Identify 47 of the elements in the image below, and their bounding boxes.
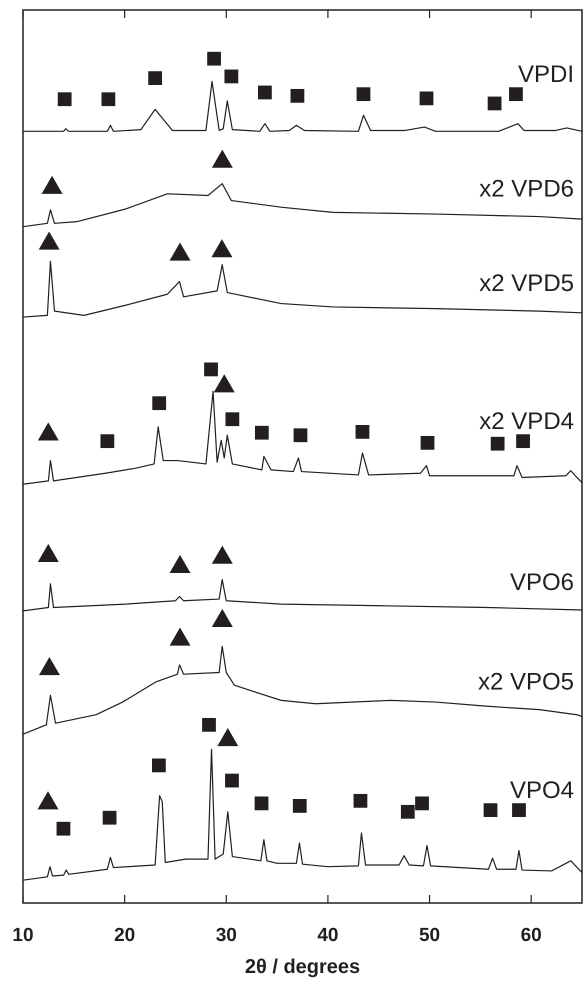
point xyxy=(294,428,308,442)
x-tick-label: 20 xyxy=(114,925,136,946)
point xyxy=(258,86,272,100)
point xyxy=(148,71,162,86)
x-tick-label: 10 xyxy=(12,925,34,946)
series-label: VPO4 xyxy=(510,777,574,804)
series-label: x2 VPD6 xyxy=(479,176,574,203)
point xyxy=(100,434,114,448)
series-label: x2 VPD4 xyxy=(479,408,574,436)
point xyxy=(509,87,523,102)
point xyxy=(415,796,429,810)
point xyxy=(202,718,216,732)
point xyxy=(58,92,72,106)
point xyxy=(207,52,221,66)
point xyxy=(56,822,70,836)
point xyxy=(290,88,304,103)
x-tick-label: 60 xyxy=(520,925,542,946)
x-tick-label: 30 xyxy=(216,925,237,946)
point xyxy=(400,804,415,819)
point xyxy=(354,794,368,808)
point xyxy=(420,436,434,450)
point xyxy=(488,96,502,110)
point xyxy=(204,362,218,376)
x-axis-title: 2θ / degrees xyxy=(244,956,360,978)
point xyxy=(516,434,530,448)
point xyxy=(254,796,268,810)
x-tick-label: 50 xyxy=(418,925,440,946)
point xyxy=(292,799,307,813)
point xyxy=(225,412,240,426)
series-label: x2 VPD5 xyxy=(479,270,574,298)
point xyxy=(152,758,166,772)
point xyxy=(484,803,498,818)
point xyxy=(152,396,166,410)
point xyxy=(225,774,239,788)
point xyxy=(224,70,238,84)
series-label: VPO6 xyxy=(510,569,574,596)
point xyxy=(512,803,526,818)
point xyxy=(356,87,370,102)
point xyxy=(254,426,269,440)
point xyxy=(102,810,116,825)
point xyxy=(356,424,370,439)
point xyxy=(101,92,116,106)
point xyxy=(490,436,505,451)
point xyxy=(420,91,434,106)
series-label: x2 VPO5 xyxy=(478,668,574,696)
series-label: VPDI xyxy=(518,61,574,88)
x-tick-label: 40 xyxy=(317,925,338,946)
